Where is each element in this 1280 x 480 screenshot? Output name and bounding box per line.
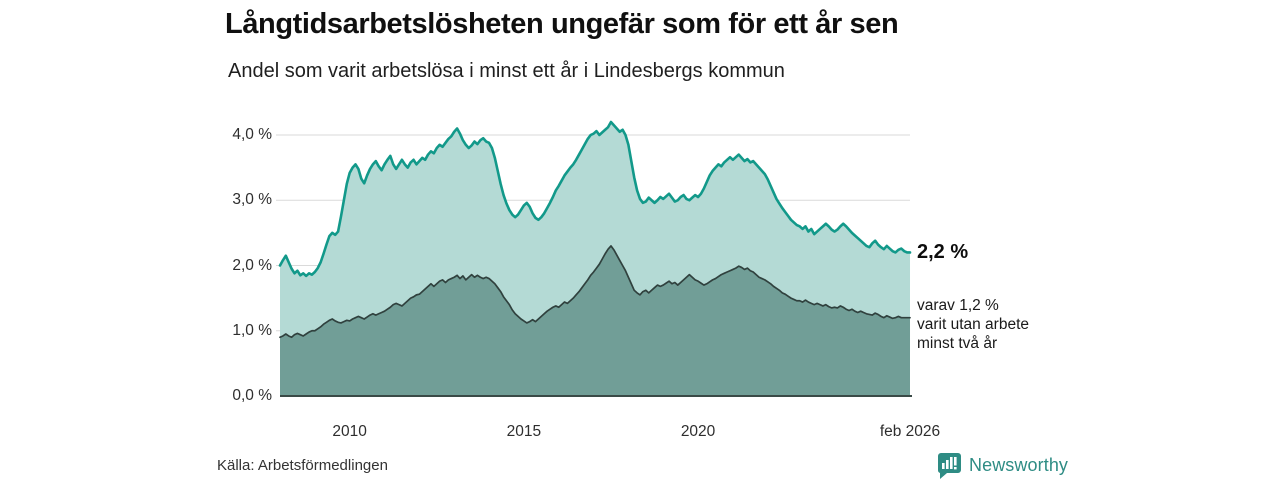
source-credit: Källa: Arbetsförmedlingen: [217, 457, 388, 474]
x-axis-tick-label: feb 2026: [879, 423, 941, 440]
x-axis-tick-label: 2010: [332, 423, 367, 440]
y-axis-tick-label: 0,0 %: [232, 387, 272, 404]
annotation-line-2: varit utan arbete: [917, 316, 1030, 333]
x-axis-tick-label: 2020: [680, 423, 716, 440]
y-axis-tick-label: 2,0 %: [232, 256, 272, 274]
chart-subtitle: Andel som varit arbetslösa i minst ett å…: [228, 60, 785, 82]
y-axis-tick-label: 1,0 %: [232, 321, 272, 339]
y-axis-tick-label: 4,0 %: [232, 126, 272, 143]
y-axis-tick-label: 3,0 %: [232, 191, 272, 209]
latest-value-label: 2,2 %: [917, 241, 969, 263]
brand-name: Newsworthy: [969, 454, 1069, 475]
x-axis-tick-label: 2015: [506, 423, 542, 440]
page-title: Långtidsarbetslösheten ungefär som för e…: [225, 8, 899, 40]
newsworthy-logo[interactable]: Newsworthy: [936, 451, 1068, 479]
annotation-line-1: varav 1,2 %: [917, 297, 999, 314]
annotation-line-3: minst två år: [917, 335, 998, 352]
bar-chart-speech-bubble-icon: [936, 452, 962, 479]
two-year-annotation: varav 1,2 % varit utan arbete minst två …: [917, 296, 1029, 353]
